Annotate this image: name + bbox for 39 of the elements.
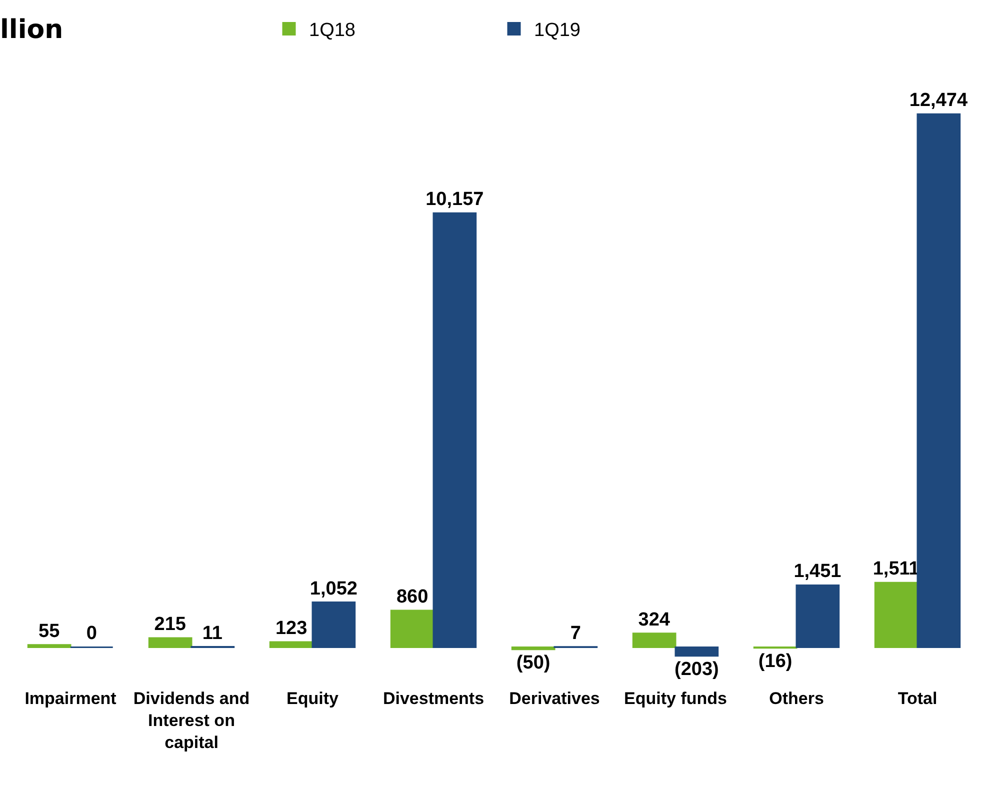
x-tick-label: Impairment bbox=[24, 689, 117, 708]
bar bbox=[511, 646, 556, 650]
data-label: 123 bbox=[275, 618, 308, 639]
x-tick-label: Others bbox=[769, 689, 824, 708]
x-tick-label: Derivatives bbox=[509, 689, 600, 708]
bar bbox=[916, 113, 961, 648]
bar bbox=[390, 610, 434, 648]
data-label: 1,451 bbox=[794, 561, 842, 582]
bar bbox=[874, 582, 918, 648]
data-label: 7 bbox=[570, 622, 581, 644]
data-label: 10,157 bbox=[426, 189, 484, 210]
chart-title: llion bbox=[0, 15, 64, 46]
bar bbox=[674, 646, 719, 657]
x-tick-label: Equity funds bbox=[624, 689, 727, 708]
x-tick-label: Equity bbox=[286, 689, 340, 708]
bar bbox=[796, 584, 840, 648]
data-label: 1,052 bbox=[310, 578, 358, 600]
legend-label: 1Q19 bbox=[534, 20, 580, 42]
bar bbox=[27, 644, 72, 648]
data-label: 324 bbox=[638, 609, 670, 630]
data-label: 12,474 bbox=[909, 90, 968, 112]
data-label: (16) bbox=[758, 650, 792, 672]
data-label: 860 bbox=[396, 586, 428, 608]
legend-label: 1Q18 bbox=[309, 20, 356, 42]
data-label: 55 bbox=[38, 620, 60, 642]
data-label: 1,511 bbox=[872, 558, 920, 580]
data-label: 11 bbox=[202, 622, 223, 644]
bar bbox=[312, 602, 356, 648]
x-tick-label: Dividends and Interest on capital bbox=[133, 689, 250, 752]
data-label: 0 bbox=[86, 623, 97, 644]
x-tick-label: Divestments bbox=[382, 689, 484, 708]
x-tick-label: Total bbox=[898, 689, 938, 708]
data-label: 215 bbox=[154, 614, 186, 636]
bar bbox=[632, 632, 676, 648]
data-label: (203) bbox=[674, 658, 719, 680]
bar bbox=[269, 641, 314, 648]
bar bbox=[432, 212, 477, 648]
data-label: (50) bbox=[516, 652, 550, 674]
bar bbox=[148, 637, 192, 648]
